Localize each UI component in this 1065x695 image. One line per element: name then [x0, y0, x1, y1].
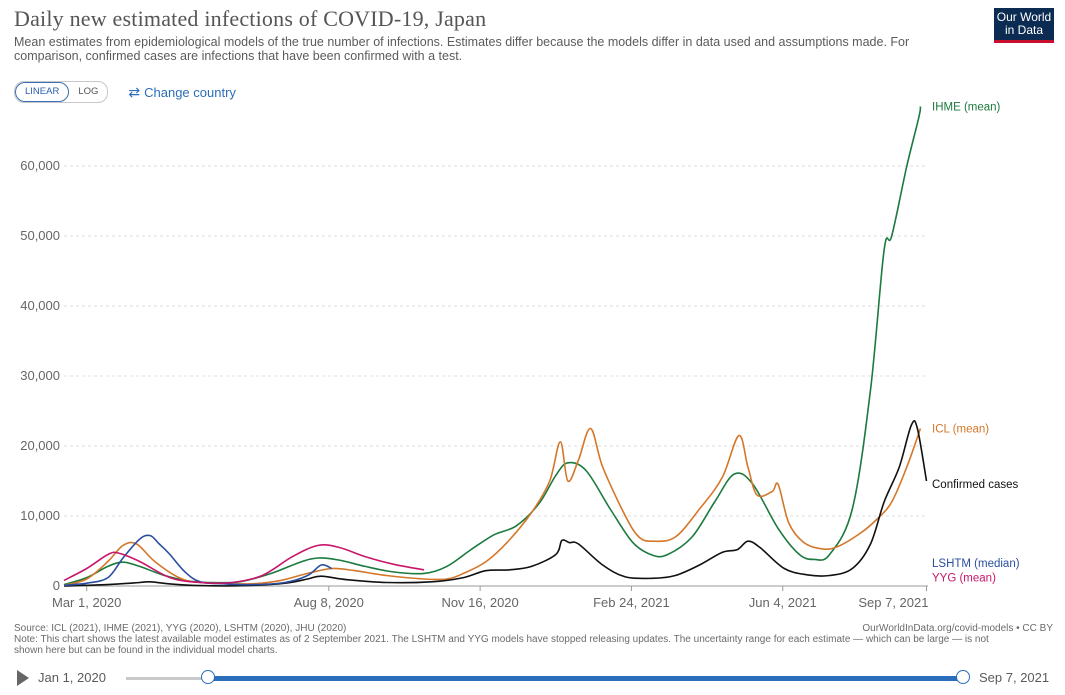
swap-arrows-icon: ⇄	[128, 83, 141, 100]
chart-title: Daily new estimated infections of COVID-…	[14, 6, 487, 31]
log-scale-button[interactable]: LOG	[78, 86, 99, 97]
credit-link[interactable]: OurWorldInData.org/covid-models • CC BY	[862, 623, 1053, 634]
series-line-lshtm-median[interactable]	[63, 534, 333, 587]
series-label-icl-mean[interactable]: ICL (mean)	[932, 424, 989, 436]
change-country-label: Change country	[144, 84, 236, 100]
note-text: Note: This chart shows the latest availa…	[14, 634, 989, 656]
series-label-ihme-mean[interactable]: IHME (mean)	[932, 102, 1001, 114]
series-lines	[63, 106, 928, 587]
linear-scale-button[interactable]: LINEAR	[15, 82, 70, 102]
series-label-confirmed-cases[interactable]: Confirmed cases	[932, 479, 1019, 491]
play-icon[interactable]	[17, 670, 29, 686]
gridlines	[64, 165, 928, 587]
x-tick-label: Jun 4, 2021	[749, 595, 817, 610]
series-line-icl-mean[interactable]	[63, 427, 922, 587]
logo-accent-bar	[994, 40, 1054, 43]
chart-footer-notes: Source: ICL (2021), IHME (2021), YYG (20…	[14, 623, 1004, 656]
series-label-yyg-mean[interactable]: YYG (mean)	[932, 573, 996, 585]
y-tick-label: 20,000	[20, 438, 60, 453]
y-tick-label: 10,000	[20, 508, 60, 523]
chart-subtitle: Mean estimates from epidemiological mode…	[14, 35, 910, 63]
x-tick-label: Mar 1, 2020	[52, 595, 121, 610]
series-labels: IHME (mean) ICL (mean) Confirmed cases LSHT…	[932, 102, 1020, 585]
scale-toggle: LINEAR LOG	[14, 81, 109, 103]
series-label-lshtm-median[interactable]: LSHTM (median)	[932, 558, 1020, 570]
series-line-yyg-mean[interactable]	[63, 544, 425, 585]
change-country-button[interactable]: ⇄ Change country	[128, 84, 236, 101]
logo-line-2: in Data	[1004, 23, 1044, 37]
timeline-end-label: Sep 7, 2021	[979, 670, 1050, 685]
timeline-selected-range	[207, 676, 963, 681]
y-tick-label: 30,000	[20, 368, 60, 383]
owid-logo[interactable]: Our World in Data	[994, 8, 1054, 43]
source-text: Source: ICL (2021), IHME (2021), YYG (20…	[14, 623, 347, 634]
y-axis-ticks: 0 10,000 20,000 30,000 40,000 50,000 60,000	[20, 158, 60, 593]
y-tick-label: 40,000	[20, 298, 60, 313]
chart-controls: LINEAR LOG ⇄ Change country	[14, 81, 236, 103]
y-tick-label: 60,000	[20, 158, 60, 173]
x-tick-label: Aug 8, 2020	[294, 595, 364, 610]
logo-line-1: Our World	[996, 10, 1052, 24]
x-tick-label: Feb 24, 2021	[593, 595, 670, 610]
x-tick-label: Sep 7, 2021	[858, 595, 928, 610]
timeline-start-handle[interactable]	[201, 670, 215, 684]
timeline-end-handle[interactable]	[956, 670, 970, 684]
series-line-ihme-mean[interactable]	[63, 106, 922, 586]
timeline-slider: Jan 1, 2020 Sep 7, 2021	[14, 666, 1054, 690]
y-tick-label: 50,000	[20, 228, 60, 243]
y-tick-label: 0	[53, 578, 60, 593]
timeline-start-label: Jan 1, 2020	[38, 670, 106, 685]
x-tick-label: Nov 16, 2020	[441, 595, 518, 610]
chart-plot: 0 10,000 20,000 30,000 40,000 50,000 60,000 Ma…	[20, 102, 1020, 611]
x-axis-ticks: Mar 1, 2020 Aug 8, 2020 Nov 16, 2020 Feb 24…	[52, 586, 928, 610]
